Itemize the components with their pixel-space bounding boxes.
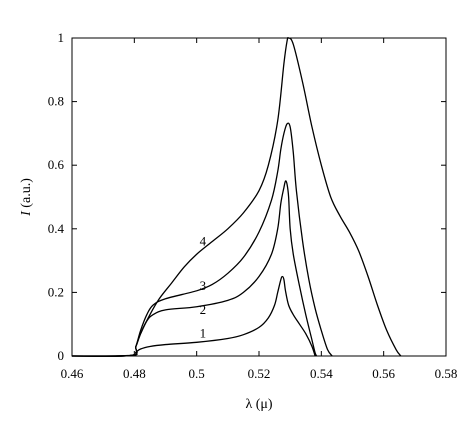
series-line-3 (71, 122, 333, 357)
x-tick-label: 0.48 (123, 366, 146, 381)
series-label-2: 2 (200, 302, 207, 317)
series-line-2 (71, 180, 318, 357)
y-tick-label: 0.4 (48, 221, 65, 236)
x-axis-label: λ (μ) (245, 397, 272, 412)
x-tick-label: 0.5 (189, 366, 205, 381)
x-tick-label: 0.54 (310, 366, 333, 381)
series-line-1 (71, 275, 316, 357)
series-label-1: 1 (200, 326, 207, 341)
plot-frame (71, 37, 447, 357)
x-tick-label: 0.58 (435, 366, 458, 381)
series-line-4 (71, 37, 402, 357)
series-labels: 1 2 3 4 (200, 234, 207, 341)
y-tick-label: 1 (58, 30, 65, 45)
axis-ticks: 0.46 0.48 0.5 0.52 0.54 0.56 0.58 0 0.2 0.4 0.6 0.8… (48, 30, 458, 381)
y-tick-label: 0.8 (48, 94, 64, 109)
y-tick-label: 0.2 (48, 284, 64, 299)
series-curves (71, 37, 402, 357)
y-axis-symbol: I (19, 210, 34, 217)
x-tick-label: 0.46 (61, 366, 84, 381)
x-tick-label: 0.56 (372, 366, 395, 381)
y-axis-label: I (a.u.) (19, 178, 34, 217)
y-axis-unit-text: (a.u.) (19, 178, 34, 208)
y-tick-label: 0.6 (48, 157, 65, 172)
series-label-4: 4 (200, 234, 207, 249)
x-tick-label: 0.52 (248, 366, 271, 381)
y-tick-label: 0 (58, 348, 65, 363)
series-label-3: 3 (200, 278, 207, 293)
